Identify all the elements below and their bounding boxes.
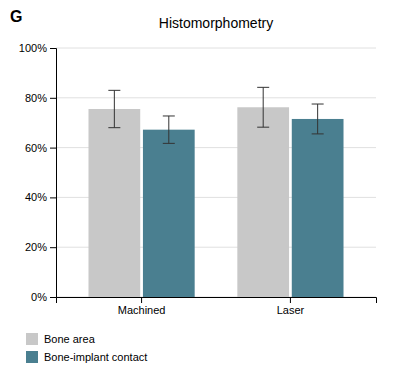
legend-label: Bone-implant contact <box>44 351 147 363</box>
y-tick-mark <box>50 98 56 99</box>
grid-line <box>56 97 376 98</box>
x-tick: Machined <box>118 297 166 316</box>
y-tick-mark <box>50 247 56 248</box>
legend-swatch <box>26 333 38 345</box>
y-tick-mark <box>50 197 56 198</box>
y-tick-mark <box>50 297 56 298</box>
title: Histomorphometry <box>159 15 273 31</box>
y-tick-label: 0% <box>31 291 47 303</box>
y-tick: 80% <box>25 92 56 104</box>
error-bar-cap <box>312 133 324 134</box>
legend-item: Bone-implant contact <box>26 351 147 363</box>
legend: Bone area Bone-implant contact <box>26 333 147 363</box>
y-tick-label: 80% <box>25 92 47 104</box>
y-axis: 0% 20% 40% 60% 80% 100% <box>19 42 57 303</box>
y-tick-label: 60% <box>25 142 47 154</box>
y-tick: 100% <box>19 42 56 54</box>
error-bar <box>108 90 120 127</box>
grid-line <box>56 48 376 49</box>
legend-item: Bone area <box>26 333 96 345</box>
panel-label: G <box>10 8 22 25</box>
legend-swatch <box>26 351 38 363</box>
error-bar-cap <box>257 87 269 88</box>
error-bar-stem <box>114 90 115 127</box>
error-bar <box>312 104 324 134</box>
y-tick: 20% <box>25 241 56 253</box>
error-bar-cap <box>312 104 324 105</box>
x-axis: Machined Laser <box>57 297 377 316</box>
error-bar-cap <box>257 127 269 128</box>
error-bar-cap <box>108 127 120 128</box>
x-tick-mark <box>290 297 291 303</box>
chart: 0% 20% 40% 60% 80% 100% Machined Laser Histomorp… <box>0 0 400 387</box>
error-bar-cap <box>163 115 175 116</box>
x-tick-label: Machined <box>118 304 166 316</box>
error-bar-stem <box>317 104 318 134</box>
bar <box>292 119 344 297</box>
series <box>143 104 344 297</box>
y-tick: 0% <box>31 291 56 303</box>
y-tick-label: 40% <box>25 191 47 203</box>
error-bar <box>163 116 175 143</box>
y-tick: 60% <box>25 142 56 154</box>
error-bar <box>257 87 269 127</box>
plot: 0% 20% 40% 60% 80% 100% Machined Laser <box>19 42 377 316</box>
grid <box>56 48 376 297</box>
y-tick-label: 20% <box>25 241 47 253</box>
bar <box>237 107 289 297</box>
bar <box>143 130 195 297</box>
legend-label: Bone area <box>44 333 96 345</box>
x-tick: Laser <box>277 297 305 316</box>
series <box>88 87 289 297</box>
y-axis-line <box>50 49 57 298</box>
y-tick-label: 100% <box>19 42 47 54</box>
marks <box>88 87 343 297</box>
error-bar-stem <box>168 116 169 143</box>
error-bar-cap <box>163 143 175 144</box>
x-tick-mark <box>141 297 142 303</box>
y-tick-mark <box>50 48 56 49</box>
error-bar-cap <box>108 90 120 91</box>
y-tick-mark <box>50 148 56 149</box>
y-tick: 40% <box>25 191 56 203</box>
bar <box>88 109 140 297</box>
error-bar-stem <box>263 87 264 127</box>
x-tick-label: Laser <box>277 304 305 316</box>
x-axis-line <box>57 298 377 304</box>
